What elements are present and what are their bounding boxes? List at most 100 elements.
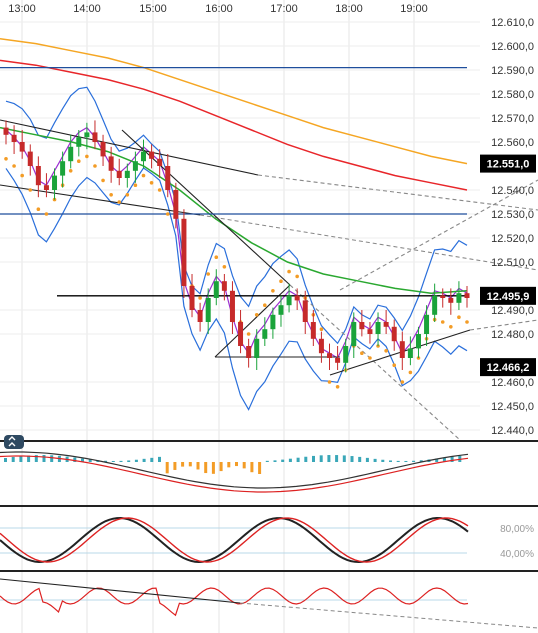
moving-averages [0,38,468,294]
stoch-ref-label: 80,00% [500,524,534,535]
macd-panel [0,451,469,493]
macd-histogram-bar [173,462,177,470]
macd-histogram-bar [81,458,84,462]
macd-histogram-bar [204,462,208,474]
candle-body [238,322,244,346]
candle-body [448,298,454,303]
sar-dot [44,212,49,216]
macd-histogram-bar [258,462,262,474]
sar-dot [327,380,332,384]
sar-dot [400,380,405,384]
sar-dot [4,157,8,161]
macd-histogram-bar [281,459,285,462]
macd-histogram-bar [273,460,277,462]
stoch-ref-label: 40,00% [500,549,534,560]
collapse-panel-icon[interactable] [4,435,24,449]
candle-body [302,300,308,322]
y-tick-label: 12.570,0 [491,113,534,125]
y-tick-label: 12.530,0 [491,209,534,221]
y-tick-label: 12.460,0 [491,377,534,389]
macd-histogram-bar [419,460,423,462]
sar-dot [384,349,388,353]
y-tick-label: 12.510,0 [491,257,534,269]
sar-dot [263,303,267,308]
candle-body [116,170,122,178]
candle-body [213,281,219,298]
candle-body [343,346,349,363]
candle-body [407,348,413,358]
macd-histogram-bar [373,458,377,462]
candle-body [27,151,33,166]
x-tick-label: 16:00 [205,3,233,15]
candle-body [173,190,179,219]
macd-histogram-bar [335,455,339,462]
sar-dot [440,320,445,324]
macd-histogram-bar [350,456,354,462]
y-tick-label: 12.610,0 [491,17,534,29]
price-badge [480,286,536,305]
candle-body [157,158,163,166]
macd-histogram-bar [119,460,123,462]
y-tick-label: 12.540,0 [491,185,534,197]
macd-histogram-bar [235,462,238,467]
x-axis: 13:00 14:00 15:00 16:00 17:00 18:00 19:00 [8,3,428,15]
candle-body [383,322,389,327]
sar-dot [449,325,453,329]
candle-body [456,293,462,303]
y-tick-label: 12.450,0 [491,401,534,413]
y-tick-label: 12.590,0 [491,65,534,77]
bollinger-upper-band [5,86,468,345]
sar-dot [12,164,16,168]
macd-histogram-bar [365,457,369,462]
macd-histogram-bar [165,462,169,474]
macd-histogram-bar [211,462,215,474]
stochastic-panel: 80,00% 40,00% [0,516,534,564]
candle-body [415,334,421,349]
sar-dot [85,154,89,159]
macd-histogram-bar [127,460,131,462]
price-badge-label: 12.495,9 [487,291,530,303]
macd-histogram-bar [134,459,138,462]
candle-body [60,161,66,176]
macd-histogram-bar [342,455,346,462]
y-tick-label: 12.480,0 [491,329,534,341]
candle-body [132,161,138,171]
momentum-trend-line [0,578,241,604]
sar-dot [246,332,251,336]
sar-dot [319,327,324,332]
candle-body [100,142,106,157]
macd-histogram-bar [104,460,108,462]
sar-dot [101,178,105,183]
macd-histogram-bar [412,460,416,462]
candle-body [221,281,227,291]
sar-dot [125,193,130,197]
grid-lines [0,0,480,633]
y-tick-label: 12.490,0 [491,305,534,317]
sar-dot [392,363,397,368]
macd-histogram-bar [188,462,192,467]
macd-histogram-bar [111,460,115,462]
candle-body [246,346,252,358]
macd-histogram-bar [11,457,15,462]
candle-body [43,185,49,190]
price-badge-label: 12.466,2 [487,362,530,374]
candle-body [68,146,74,162]
macd-histogram-bar [142,458,146,462]
candle-body [124,170,130,178]
sar-dot [68,169,73,173]
candle-body [165,166,171,190]
candle-body [440,295,446,298]
candle-body [92,132,98,142]
macd-histogram-bar [242,462,246,469]
candle-body [149,151,155,159]
sar-dot [206,272,210,276]
candle-body [189,286,195,310]
y-tick-label: 12.440,0 [491,425,534,437]
fast-ma-line [5,126,468,359]
moving-average-line [0,59,468,191]
macd-histogram-bar [396,460,400,462]
candle-body [286,295,292,306]
candle-body [254,338,260,358]
macd-histogram-bar [219,462,223,472]
macd-line [0,451,469,489]
